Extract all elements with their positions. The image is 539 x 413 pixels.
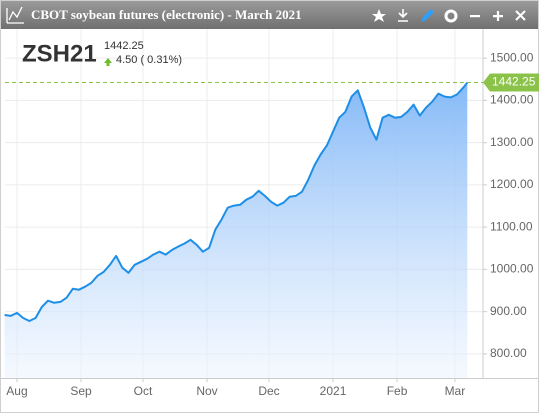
y-tick-label: 1500.00 xyxy=(490,50,534,64)
window-title: CBOT soybean futures (electronic) - Marc… xyxy=(31,7,302,22)
x-tick-label: Mar xyxy=(445,384,466,398)
favorite-button[interactable] xyxy=(372,9,386,22)
plot: 800.00 900.00 1000.00 1100.00 1200.00 1300.00… xyxy=(4,29,534,398)
quote-header: ZSH21 1442.25 4.50 ( 0.31%) xyxy=(22,40,182,67)
x-tick-label: Feb xyxy=(387,384,408,398)
last-price-tag xyxy=(483,73,539,92)
y-tick-label: 1400.00 xyxy=(490,93,534,107)
y-tick-label: 1000.00 xyxy=(490,262,534,276)
chart-icon xyxy=(6,6,24,24)
y-tick-label: 1300.00 xyxy=(490,135,534,149)
y-tick-label: 1100.00 xyxy=(490,219,533,233)
y-tick-label: 1200.00 xyxy=(490,177,534,191)
x-tick-label: 2021 xyxy=(320,384,347,398)
settings-button[interactable] xyxy=(444,9,458,23)
download-button[interactable] xyxy=(398,9,408,22)
change: 4.50 ( 0.31%) xyxy=(116,54,182,66)
x-tick-label: Aug xyxy=(6,384,27,398)
price: 1442.25 xyxy=(104,40,144,52)
x-tick-label: Sep xyxy=(70,384,92,398)
y-tick-label: 900.00 xyxy=(490,304,527,318)
title-bar-bg xyxy=(1,1,538,29)
maximize-button[interactable] xyxy=(493,11,503,21)
x-tick-label: Nov xyxy=(196,384,217,398)
price-line xyxy=(4,81,469,322)
draw-button[interactable] xyxy=(421,9,434,22)
area-fill xyxy=(4,82,468,378)
x-tick-label: Dec xyxy=(258,384,279,398)
up-arrow xyxy=(104,58,112,66)
close-button[interactable] xyxy=(515,10,526,21)
last-price-label: 1442.25 xyxy=(492,75,536,89)
title-bar: CBOT soybean futures (electronic) - Marc… xyxy=(1,1,538,29)
symbol: ZSH21 xyxy=(22,40,97,67)
x-tick-label: Oct xyxy=(134,384,153,398)
minimize-button[interactable] xyxy=(470,15,480,18)
y-tick-label: 800.00 xyxy=(490,346,527,360)
